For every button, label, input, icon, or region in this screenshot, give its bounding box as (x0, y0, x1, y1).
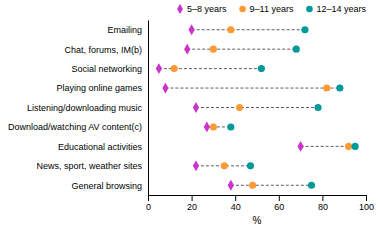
x-tick-label: 0 (146, 202, 151, 212)
dot (193, 102, 199, 113)
dot (210, 123, 217, 130)
y-tick-label: Playing online games (56, 83, 142, 93)
y-tick: Educational activities (58, 142, 143, 152)
x-tick-mark (148, 195, 149, 201)
y-tick-label: Chat, forums, IM(b) (64, 45, 142, 55)
y-axis-line (148, 21, 149, 196)
x-tick-label: 40 (231, 202, 241, 212)
x-tick-label: 60 (274, 202, 284, 212)
y-tick-label: Emailing (107, 25, 142, 35)
x-tick-label: 100 (359, 202, 374, 212)
legend-label: 12–14 years (316, 4, 366, 14)
x-tick-mark (322, 195, 323, 201)
y-tick: News, sport, weather sites (36, 161, 142, 171)
dot (258, 65, 265, 72)
y-axis: Emailing Chat, forums, IM(b) Social networ… (8, 21, 148, 196)
dot (171, 65, 178, 72)
chart: 0 20 40 60 80 100 Emailing Chat, forums, IM(b) S… (0, 0, 378, 227)
dot (227, 123, 234, 130)
dot (162, 83, 168, 94)
dot (227, 26, 234, 33)
dot (210, 46, 217, 53)
range-line (196, 107, 318, 108)
range-line (187, 49, 296, 50)
x-tick-label: 20 (187, 202, 197, 212)
x-tick: 40 (231, 195, 241, 212)
x-tick: 80 (318, 195, 328, 212)
range-line (165, 88, 339, 89)
y-tick-label: Social networking (71, 64, 142, 74)
dot (193, 160, 199, 171)
x-tick-label: 80 (318, 202, 328, 212)
legend-item: 9–11 years (239, 4, 294, 14)
dot (297, 141, 303, 152)
x-axis: 0 20 40 60 80 100 (146, 195, 374, 212)
dot (247, 162, 254, 169)
legend-label: 5–8 years (187, 4, 227, 14)
y-tick-label: Educational activities (58, 142, 143, 152)
dot (184, 44, 190, 55)
x-tick-mark (279, 195, 280, 201)
dot (323, 84, 330, 91)
x-tick-mark (235, 195, 236, 201)
dot (249, 182, 256, 189)
dot (188, 24, 194, 35)
y-tick-label: Listening/downloading music (27, 103, 143, 113)
dot (336, 84, 343, 91)
y-tick-label: Download/watching AV content(c) (8, 122, 142, 132)
dot (314, 104, 321, 111)
dot (301, 26, 308, 33)
dot (204, 122, 210, 133)
dot (345, 143, 352, 150)
y-tick-label: News, sport, weather sites (36, 161, 142, 171)
dot (352, 143, 359, 150)
dot (156, 63, 162, 74)
x-tick-mark (192, 195, 193, 201)
range-line (231, 185, 312, 186)
y-tick: Emailing (107, 25, 142, 35)
legend: 5–8 years 9–11 years 12–14 years (177, 4, 366, 14)
legend-marker (239, 6, 246, 13)
y-tick: Listening/downloading music (27, 103, 143, 113)
dot (221, 162, 228, 169)
legend-item: 12–14 years (306, 4, 366, 14)
marks (156, 24, 359, 190)
dot (236, 104, 243, 111)
x-axis-title: % (253, 215, 262, 226)
legend-label: 9–11 years (250, 4, 294, 14)
y-tick: Playing online games (56, 83, 142, 93)
y-tick: General browsing (71, 181, 142, 191)
x-tick: 100 (359, 195, 374, 212)
legend-item: 5–8 years (177, 4, 227, 14)
x-axis-line (149, 196, 367, 202)
y-tick: Download/watching AV content(c) (8, 122, 142, 132)
x-tick: 20 (187, 195, 197, 212)
legend-marker (306, 6, 313, 13)
legend-marker (177, 4, 183, 14)
y-tick-label: General browsing (71, 181, 142, 191)
dot (228, 180, 234, 191)
dot (308, 182, 315, 189)
x-tick-mark (366, 195, 367, 201)
range-line (192, 29, 305, 30)
dot (293, 46, 300, 53)
x-tick: 0 (146, 195, 151, 212)
y-tick: Chat, forums, IM(b) (64, 45, 142, 55)
y-tick: Social networking (71, 64, 142, 74)
x-tick: 60 (274, 195, 284, 212)
